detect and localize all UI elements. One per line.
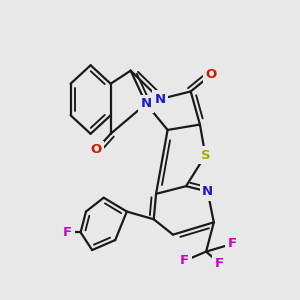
Text: N: N xyxy=(154,93,166,106)
Text: S: S xyxy=(200,149,210,162)
Text: O: O xyxy=(90,143,102,157)
Text: F: F xyxy=(63,226,72,239)
Text: F: F xyxy=(214,257,224,270)
Text: N: N xyxy=(202,185,213,198)
Text: F: F xyxy=(180,254,189,267)
Text: O: O xyxy=(206,68,217,81)
Text: N: N xyxy=(140,97,152,110)
Text: F: F xyxy=(228,237,237,250)
